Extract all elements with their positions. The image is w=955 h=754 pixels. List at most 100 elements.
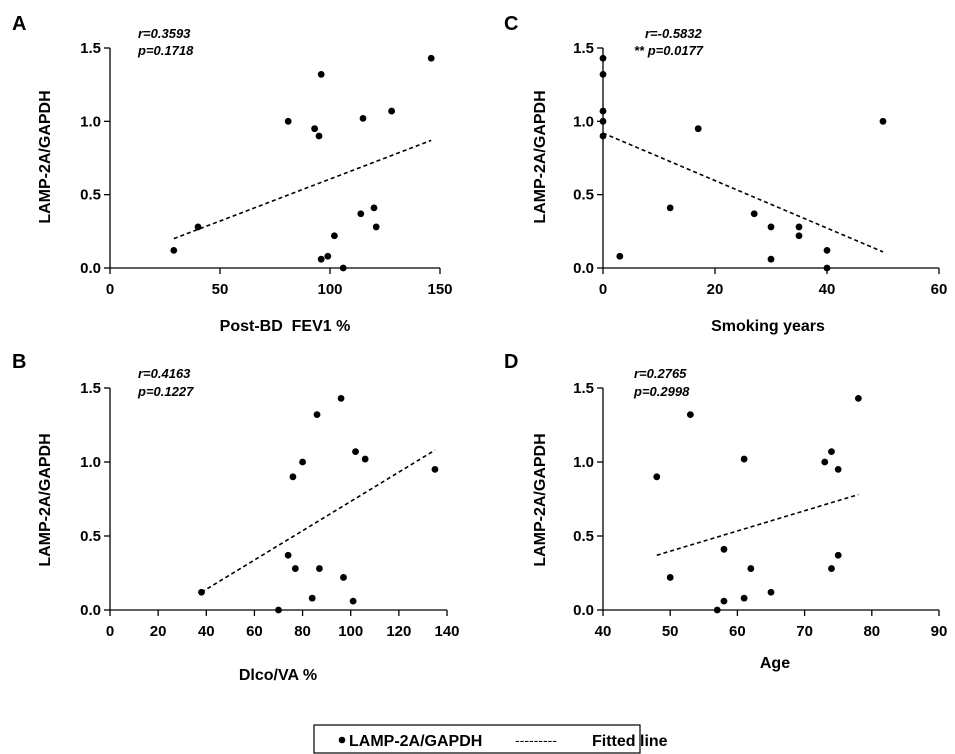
data-point: [740, 594, 748, 602]
legend-dash: ---------: [515, 732, 557, 748]
data-point: [359, 115, 367, 122]
x-axis-label: Age: [760, 655, 790, 672]
data-point: [713, 606, 721, 614]
x-tick-label: 80: [294, 623, 311, 640]
x-tick-label: 0: [106, 281, 114, 298]
legend: LAMP-2A/GAPDH --------- Fitted line: [313, 724, 668, 754]
data-point: [834, 551, 842, 559]
x-tick-label: 50: [212, 281, 229, 298]
y-tick-label: 1.0: [80, 113, 101, 130]
stat-p: p=0.1227: [137, 384, 194, 399]
fitted-line: [602, 132, 884, 253]
data-point: [686, 411, 694, 419]
data-point: [599, 132, 607, 140]
data-point: [750, 210, 758, 218]
x-tick-label: 0: [599, 281, 607, 298]
x-tick-label: 100: [338, 623, 363, 640]
panel-letter: A: [12, 13, 26, 35]
data-point: [879, 117, 887, 125]
x-tick-label: 140: [434, 623, 459, 640]
data-point: [767, 255, 775, 263]
x-axis-label: Dlco/VA %: [239, 667, 317, 684]
x-tick-label: 40: [198, 623, 215, 640]
data-point: [795, 232, 803, 240]
data-point: [795, 223, 803, 231]
data-point: [349, 597, 357, 605]
data-point: [370, 204, 378, 212]
data-point: [315, 132, 323, 140]
data-point: [308, 594, 316, 602]
x-tick-label: 0: [106, 623, 114, 640]
data-point: [599, 117, 607, 125]
stat-p: ** p=0.0177: [634, 43, 704, 58]
stat-r: r=0.4163: [138, 366, 191, 381]
stat-p: p=0.2998: [633, 384, 690, 399]
data-point: [828, 448, 835, 456]
data-point: [599, 54, 607, 62]
x-tick-label: 40: [595, 623, 612, 640]
data-point: [599, 107, 607, 115]
data-point: [767, 588, 775, 596]
x-tick-label: 70: [796, 623, 813, 640]
stat-r: r=0.3593: [138, 26, 191, 41]
data-point: [198, 588, 205, 596]
panel-d: D r=0.2765 p=0.2998 LAMP-2A/GAPDH Age 40…: [504, 351, 947, 672]
y-axis-label: LAMP-2A/GAPDH: [37, 90, 54, 223]
stat-p: p=0.1718: [137, 43, 194, 58]
y-tick-label: 1.5: [80, 40, 101, 57]
data-point: [720, 545, 728, 553]
data-point: [666, 574, 674, 581]
x-tick-label: 40: [819, 281, 836, 298]
x-tick-label: 20: [150, 623, 167, 640]
x-tick-label: 120: [386, 623, 411, 640]
y-tick-label: 0.0: [80, 260, 101, 277]
y-axis-label: LAMP-2A/GAPDH: [532, 433, 549, 566]
data-point: [317, 255, 325, 263]
panel-letter: D: [504, 351, 518, 373]
data-point: [194, 223, 202, 231]
stat-r: r=-0.5832: [645, 26, 703, 41]
data-point: [823, 247, 831, 254]
data-point: [372, 223, 380, 231]
panel-a: A r=0.3593 p=0.1718 LAMP-2A/GAPDH Post-B…: [12, 13, 453, 335]
data-point: [311, 125, 318, 133]
x-tick-label: 20: [707, 281, 724, 298]
y-tick-label: 1.5: [573, 40, 594, 57]
y-tick-label: 0.5: [80, 187, 101, 204]
y-tick-label: 1.0: [573, 454, 594, 471]
x-tick-label: 150: [427, 281, 452, 298]
data-point: [854, 394, 862, 402]
y-tick-label: 0.0: [573, 602, 594, 619]
y-tick-label: 0.5: [80, 528, 101, 545]
data-point: [694, 125, 702, 133]
y-tick-label: 1.0: [80, 454, 101, 471]
x-axis-label: Post-BD FEV1 %: [220, 318, 351, 335]
panel-b: B r=0.4163 p=0.1227 LAMP-2A/GAPDH Dlco/V…: [12, 351, 460, 684]
data-point: [828, 565, 835, 572]
x-tick-label: 50: [662, 623, 679, 640]
panel-letter: C: [504, 13, 518, 35]
panel-letter: B: [12, 351, 26, 373]
data-point: [337, 394, 345, 402]
y-tick-label: 1.5: [80, 380, 101, 397]
legend-marker: [338, 736, 346, 744]
x-tick-label: 60: [246, 623, 263, 640]
data-point: [653, 473, 661, 481]
data-point: [352, 448, 359, 456]
data-point: [339, 264, 347, 272]
data-point: [599, 71, 607, 78]
stat-r: r=0.2765: [634, 366, 687, 381]
data-point: [740, 455, 748, 463]
data-point: [834, 466, 842, 473]
x-tick-label: 60: [931, 281, 948, 298]
data-point: [720, 597, 728, 605]
data-point: [431, 466, 439, 473]
data-point: [299, 458, 306, 466]
data-point: [427, 54, 435, 62]
data-point: [275, 606, 282, 614]
legend-marker-label: LAMP-2A/GAPDH: [349, 733, 482, 750]
y-tick-label: 0.5: [573, 528, 594, 545]
panel-c: C r=-0.5832 ** p=0.0177 LAMP-2A/GAPDH Sm…: [504, 13, 947, 335]
x-axis-label: Smoking years: [711, 318, 825, 335]
